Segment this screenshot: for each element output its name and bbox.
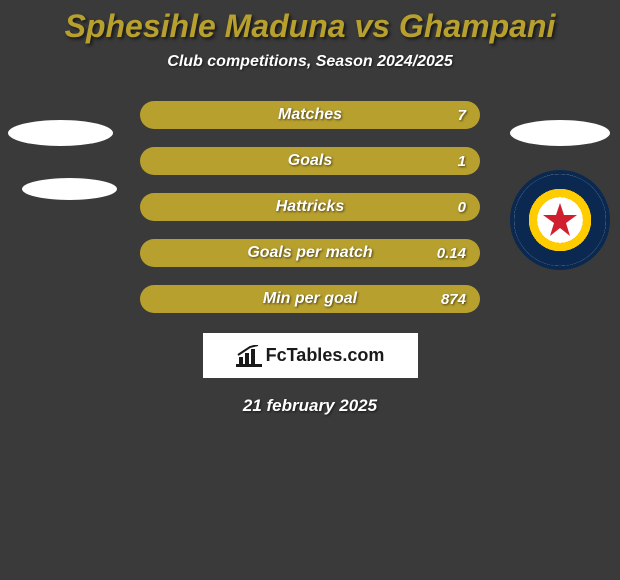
stat-value: 1 (458, 153, 466, 170)
stat-row-hattricks: Hattricks 0 (140, 193, 480, 221)
right-avatar-placeholder (510, 120, 610, 146)
club-logo-inner (514, 174, 606, 266)
stat-label: Goals (288, 152, 332, 170)
page-title: Sphesihle Maduna vs Ghampani (0, 0, 620, 45)
stat-label: Goals per match (247, 244, 372, 262)
stat-row-min-per-goal: Min per goal 874 (140, 285, 480, 313)
stat-row-goals: Goals 1 (140, 147, 480, 175)
stat-value: 7 (458, 107, 466, 124)
page-subtitle: Club competitions, Season 2024/2025 (0, 53, 620, 71)
club-logo-supersport (510, 170, 610, 270)
stat-value: 874 (441, 291, 466, 308)
brand-box: FcTables.com (203, 333, 418, 378)
stat-row-goals-per-match: Goals per match 0.14 (140, 239, 480, 267)
stat-label: Matches (278, 106, 342, 124)
brand-text: FcTables.com (266, 345, 385, 366)
stat-value: 0.14 (437, 245, 466, 262)
stat-row-matches: Matches 7 (140, 101, 480, 129)
logo-center-icon (541, 201, 579, 239)
stat-value: 0 (458, 199, 466, 216)
stat-label: Hattricks (276, 198, 344, 216)
chart-icon (236, 345, 262, 367)
left-avatar-placeholder-1 (8, 120, 113, 146)
footer-date: 21 february 2025 (0, 396, 620, 416)
left-avatar-placeholder-2 (22, 178, 117, 200)
stat-label: Min per goal (263, 290, 357, 308)
